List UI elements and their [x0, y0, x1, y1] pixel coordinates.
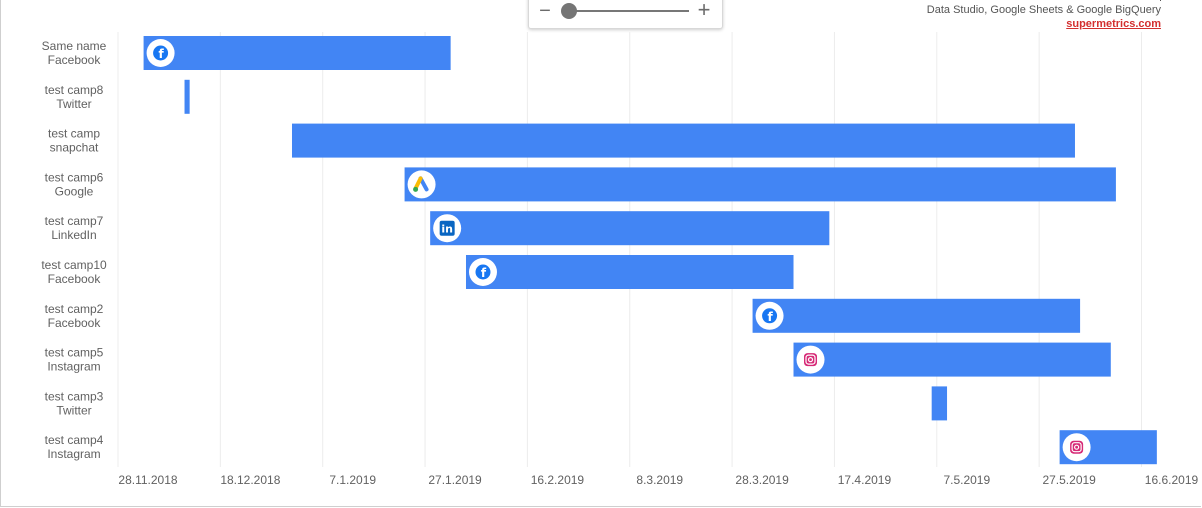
facebook-icon: f [468, 258, 497, 286]
instagram-icon [1062, 433, 1091, 462]
x-tick-label: 8.3.2019 [636, 473, 683, 487]
row-label-name: test camp7 [45, 214, 104, 228]
x-tick-label: 16.2.2019 [531, 473, 585, 487]
zoom-in-button[interactable]: + [697, 0, 711, 22]
row-label-channel: Twitter [56, 97, 91, 111]
gantt-bar [430, 211, 830, 246]
row-label-channel: snapchat [50, 141, 99, 155]
row-label-name: test camp8 [45, 83, 104, 97]
facebook-icon: f [146, 39, 175, 67]
svg-text:f: f [158, 47, 164, 61]
row-label-channel: Twitter [56, 403, 91, 417]
row-label-name: test camp6 [45, 170, 104, 184]
row-label-channel: Instagram [47, 447, 100, 461]
row-label-channel: LinkedIn [51, 228, 96, 242]
row-label-channel: Facebook [48, 272, 102, 286]
x-tick-label: 28.11.2018 [118, 473, 177, 487]
svg-text:f: f [767, 310, 773, 324]
x-tick-label: 7.1.2019 [329, 473, 376, 487]
row-label-name: Same name [42, 39, 107, 53]
gantt-bar [465, 255, 794, 289]
row-label-channel: Google [55, 184, 94, 198]
gantt-bar [404, 167, 1116, 202]
credit-tick [1160, 0, 1161, 1]
instagram-icon [796, 345, 825, 374]
gantt-bar [752, 298, 1081, 333]
gantt-bar [143, 36, 451, 70]
zoom-slider-track[interactable] [565, 10, 689, 12]
row-label-channel: Instagram [47, 360, 100, 374]
gantt-bar [931, 386, 948, 421]
credit: Data Studio, Google Sheets & Google BigQ… [926, 0, 1161, 31]
svg-text:in: in [441, 223, 453, 236]
row-label-name: test camp5 [45, 346, 104, 360]
svg-text:f: f [481, 266, 487, 280]
google-ads-icon [407, 170, 436, 199]
x-tick-label: 27.1.2019 [428, 473, 482, 487]
linkedin-icon: in [433, 214, 462, 243]
x-tick-label: 17.4.2019 [838, 473, 892, 487]
gantt-bar [184, 79, 190, 114]
row-label-name: test camp2 [45, 302, 104, 316]
row-label-name: test camp3 [45, 389, 104, 403]
gantt-bar [291, 123, 1075, 158]
credit-link[interactable]: supermetrics.com [1066, 18, 1161, 30]
row-label-name: test camp4 [45, 433, 104, 447]
x-tick-label: 18.12.2018 [220, 473, 280, 487]
credit-text: Data Studio, Google Sheets & Google BigQ… [926, 4, 1161, 16]
row-label-channel: Facebook [48, 53, 102, 67]
x-tick-label: 16.6.2019 [1145, 473, 1199, 487]
x-tick-label: 7.5.2019 [943, 473, 990, 487]
row-label-name: test camp [48, 127, 100, 141]
facebook-icon: f [755, 301, 784, 330]
row-label-name: test camp10 [41, 258, 107, 272]
gantt-bar [793, 342, 1111, 377]
x-tick-label: 28.3.2019 [735, 473, 789, 487]
zoom-control[interactable]: − + [528, 0, 723, 29]
x-tick-label: 27.5.2019 [1042, 473, 1096, 487]
zoom-slider-thumb[interactable] [561, 3, 577, 19]
row-label-channel: Facebook [48, 316, 102, 330]
zoom-out-button[interactable]: − [539, 0, 551, 22]
